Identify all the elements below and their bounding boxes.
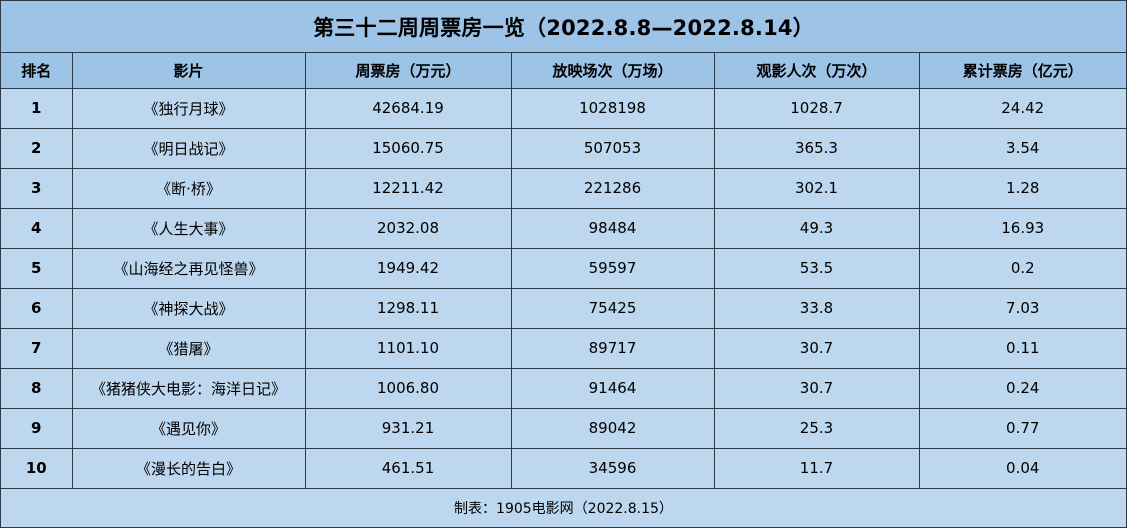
column-header-cumulative-box-office: 累计票房（亿元） bbox=[918, 53, 1126, 89]
weekly-box-office-cell: 461.51 bbox=[304, 447, 512, 489]
rank-cell: 7 bbox=[1, 327, 73, 369]
admissions-cell: 53.5 bbox=[713, 247, 920, 289]
admissions-cell: 302.1 bbox=[713, 167, 920, 209]
screenings-cell: 91464 bbox=[510, 367, 715, 409]
column-header-rank: 排名 bbox=[1, 53, 73, 89]
table-row: 5 《山海经之再见怪兽》 1949.42 59597 53.5 0.2 bbox=[1, 247, 1126, 289]
table-row: 1 《独行月球》 42684.19 1028198 1028.7 24.42 bbox=[1, 88, 1126, 129]
weekly-box-office-cell: 1949.42 bbox=[304, 247, 512, 289]
screenings-cell: 34596 bbox=[510, 447, 715, 489]
weekly-box-office-cell: 15060.75 bbox=[304, 127, 512, 169]
rank-cell: 4 bbox=[1, 207, 73, 249]
weekly-box-office-cell: 42684.19 bbox=[304, 88, 512, 129]
cumulative-box-office-cell: 16.93 bbox=[918, 207, 1126, 249]
rank-cell: 5 bbox=[1, 247, 73, 289]
table-row: 2 《明日战记》 15060.75 507053 365.3 3.54 bbox=[1, 127, 1126, 169]
weekly-box-office-cell: 1101.10 bbox=[304, 327, 512, 369]
rank-cell: 8 bbox=[1, 367, 73, 409]
admissions-cell: 365.3 bbox=[713, 127, 920, 169]
header-row: 排名 影片 周票房（万元） 放映场次（万场） 观影人次（万次） 累计票房（亿元） bbox=[1, 53, 1126, 89]
column-header-screenings: 放映场次（万场） bbox=[510, 53, 715, 89]
cumulative-box-office-cell: 1.28 bbox=[918, 167, 1126, 209]
admissions-cell: 30.7 bbox=[713, 367, 920, 409]
table-footer-credit: 制表：1905电影网（2022.8.15） bbox=[1, 489, 1126, 527]
admissions-cell: 25.3 bbox=[713, 407, 920, 449]
table-title: 第三十二周周票房一览（2022.8.8—2022.8.14） bbox=[1, 1, 1126, 53]
weekly-box-office-cell: 931.21 bbox=[304, 407, 512, 449]
column-header-admissions: 观影人次（万次） bbox=[713, 53, 920, 89]
film-title-cell: 《断·桥》 bbox=[71, 167, 306, 209]
rank-cell: 9 bbox=[1, 407, 73, 449]
film-title-cell: 《独行月球》 bbox=[71, 88, 306, 129]
admissions-cell: 49.3 bbox=[713, 207, 920, 249]
table-row: 6 《神探大战》 1298.11 75425 33.8 7.03 bbox=[1, 287, 1126, 329]
film-title-cell: 《神探大战》 bbox=[71, 287, 306, 329]
film-title-cell: 《漫长的告白》 bbox=[71, 447, 306, 489]
table-body: 1 《独行月球》 42684.19 1028198 1028.7 24.42 2 《明日战记》… bbox=[1, 88, 1126, 489]
cumulative-box-office-cell: 0.24 bbox=[918, 367, 1126, 409]
film-title-cell: 《明日战记》 bbox=[71, 127, 306, 169]
column-header-film: 影片 bbox=[71, 53, 306, 89]
film-title-cell: 《猎屠》 bbox=[71, 327, 306, 369]
rank-cell: 10 bbox=[1, 447, 73, 489]
admissions-cell: 30.7 bbox=[713, 327, 920, 369]
film-title-cell: 《山海经之再见怪兽》 bbox=[71, 247, 306, 289]
screenings-cell: 75425 bbox=[510, 287, 715, 329]
box-office-table: 排名 影片 周票房（万元） 放映场次（万场） 观影人次（万次） 累计票房（亿元）… bbox=[1, 53, 1126, 489]
rank-cell: 2 bbox=[1, 127, 73, 169]
weekly-box-office-cell: 12211.42 bbox=[304, 167, 512, 209]
admissions-cell: 1028.7 bbox=[713, 88, 920, 129]
screenings-cell: 1028198 bbox=[510, 88, 715, 129]
cumulative-box-office-cell: 7.03 bbox=[918, 287, 1126, 329]
column-header-weekly-box-office: 周票房（万元） bbox=[304, 53, 512, 89]
cumulative-box-office-cell: 0.11 bbox=[918, 327, 1126, 369]
rank-cell: 6 bbox=[1, 287, 73, 329]
table-row: 4 《人生大事》 2032.08 98484 49.3 16.93 bbox=[1, 207, 1126, 249]
screenings-cell: 98484 bbox=[510, 207, 715, 249]
admissions-cell: 11.7 bbox=[713, 447, 920, 489]
table-row: 10 《漫长的告白》 461.51 34596 11.7 0.04 bbox=[1, 447, 1126, 489]
table-row: 3 《断·桥》 12211.42 221286 302.1 1.28 bbox=[1, 167, 1126, 209]
weekly-box-office-cell: 1006.80 bbox=[304, 367, 512, 409]
weekly-box-office-cell: 2032.08 bbox=[304, 207, 512, 249]
film-title-cell: 《遇见你》 bbox=[71, 407, 306, 449]
screenings-cell: 89717 bbox=[510, 327, 715, 369]
cumulative-box-office-cell: 0.04 bbox=[918, 447, 1126, 489]
cumulative-box-office-cell: 0.77 bbox=[918, 407, 1126, 449]
screenings-cell: 507053 bbox=[510, 127, 715, 169]
table-row: 7 《猎屠》 1101.10 89717 30.7 0.11 bbox=[1, 327, 1126, 369]
table-row: 8 《猪猪侠大电影：海洋日记》 1006.80 91464 30.7 0.24 bbox=[1, 367, 1126, 409]
screenings-cell: 59597 bbox=[510, 247, 715, 289]
screenings-cell: 89042 bbox=[510, 407, 715, 449]
film-title-cell: 《猪猪侠大电影：海洋日记》 bbox=[71, 367, 306, 409]
rank-cell: 1 bbox=[1, 88, 73, 129]
cumulative-box-office-cell: 24.42 bbox=[918, 88, 1126, 129]
cumulative-box-office-cell: 0.2 bbox=[918, 247, 1126, 289]
cumulative-box-office-cell: 3.54 bbox=[918, 127, 1126, 169]
weekly-box-office-cell: 1298.11 bbox=[304, 287, 512, 329]
table-row: 9 《遇见你》 931.21 89042 25.3 0.77 bbox=[1, 407, 1126, 449]
screenings-cell: 221286 bbox=[510, 167, 715, 209]
film-title-cell: 《人生大事》 bbox=[71, 207, 306, 249]
admissions-cell: 33.8 bbox=[713, 287, 920, 329]
rank-cell: 3 bbox=[1, 167, 73, 209]
